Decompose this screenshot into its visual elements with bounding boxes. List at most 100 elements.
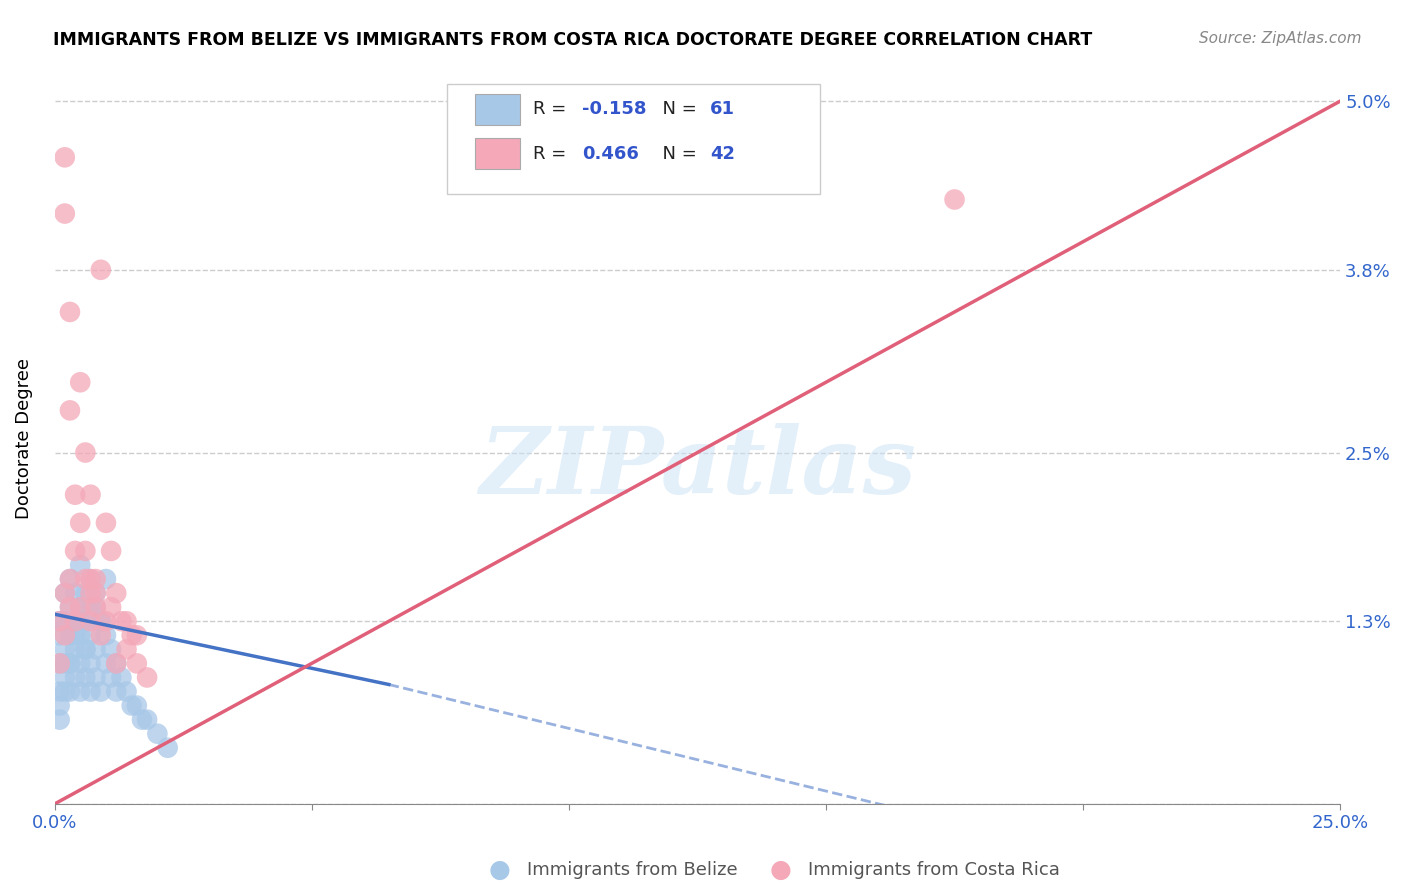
Point bbox=[59, 684, 82, 698]
Text: Immigrants from Costa Rica: Immigrants from Costa Rica bbox=[808, 861, 1060, 879]
Text: Source: ZipAtlas.com: Source: ZipAtlas.com bbox=[1198, 31, 1361, 46]
Text: R =: R = bbox=[533, 100, 572, 118]
Point bbox=[69, 628, 91, 642]
Point bbox=[69, 516, 91, 530]
Point bbox=[84, 670, 107, 684]
Point bbox=[84, 600, 107, 615]
Point bbox=[59, 572, 82, 586]
Point bbox=[69, 614, 91, 628]
Point bbox=[146, 727, 169, 741]
Point bbox=[53, 206, 76, 220]
Point bbox=[100, 670, 122, 684]
Text: Immigrants from Belize: Immigrants from Belize bbox=[527, 861, 738, 879]
Text: -0.158: -0.158 bbox=[582, 100, 647, 118]
Point bbox=[48, 698, 70, 713]
Point bbox=[90, 614, 112, 628]
Point bbox=[84, 572, 107, 586]
Point bbox=[63, 586, 86, 600]
Y-axis label: Doctorate Degree: Doctorate Degree bbox=[15, 358, 32, 519]
Point bbox=[53, 642, 76, 657]
Point bbox=[84, 600, 107, 615]
Text: ZIPatlas: ZIPatlas bbox=[479, 423, 915, 513]
Point bbox=[48, 614, 70, 628]
Point bbox=[115, 684, 138, 698]
Point bbox=[79, 628, 101, 642]
Point bbox=[94, 614, 117, 628]
Point bbox=[53, 614, 76, 628]
Point bbox=[63, 628, 86, 642]
Point bbox=[79, 488, 101, 502]
Point bbox=[53, 684, 76, 698]
FancyBboxPatch shape bbox=[447, 84, 820, 194]
Point bbox=[79, 572, 101, 586]
Point bbox=[94, 657, 117, 671]
Point bbox=[63, 488, 86, 502]
Point bbox=[53, 586, 76, 600]
Point bbox=[943, 193, 966, 207]
Point bbox=[79, 684, 101, 698]
Point bbox=[90, 262, 112, 277]
Point bbox=[125, 698, 148, 713]
Text: N =: N = bbox=[651, 145, 703, 163]
Point bbox=[63, 642, 86, 657]
Point bbox=[75, 642, 97, 657]
Point bbox=[90, 628, 112, 642]
Point bbox=[131, 713, 153, 727]
Point bbox=[79, 614, 101, 628]
Point bbox=[105, 586, 128, 600]
Point bbox=[121, 698, 143, 713]
Point bbox=[59, 403, 82, 417]
Point bbox=[53, 586, 76, 600]
Point bbox=[59, 657, 82, 671]
FancyBboxPatch shape bbox=[475, 138, 520, 169]
Point bbox=[75, 642, 97, 657]
Point bbox=[100, 642, 122, 657]
Point bbox=[48, 713, 70, 727]
Point bbox=[53, 670, 76, 684]
FancyBboxPatch shape bbox=[475, 94, 520, 125]
Point bbox=[136, 713, 159, 727]
Point bbox=[63, 614, 86, 628]
Point bbox=[79, 657, 101, 671]
Point bbox=[105, 657, 128, 671]
Point bbox=[48, 657, 70, 671]
Point bbox=[75, 670, 97, 684]
Point bbox=[59, 600, 82, 615]
Point bbox=[84, 586, 107, 600]
Text: ●: ● bbox=[769, 858, 792, 881]
Point bbox=[53, 657, 76, 671]
Point bbox=[63, 614, 86, 628]
Point bbox=[100, 600, 122, 615]
Point bbox=[69, 657, 91, 671]
Text: R =: R = bbox=[533, 145, 572, 163]
Point bbox=[94, 572, 117, 586]
Point bbox=[75, 586, 97, 600]
Point bbox=[125, 657, 148, 671]
Point bbox=[59, 305, 82, 319]
Point bbox=[48, 628, 70, 642]
Text: 0.466: 0.466 bbox=[582, 145, 638, 163]
Text: 42: 42 bbox=[710, 145, 735, 163]
Point bbox=[69, 600, 91, 615]
Point bbox=[110, 670, 132, 684]
Point bbox=[75, 544, 97, 558]
Point bbox=[105, 684, 128, 698]
Point bbox=[115, 642, 138, 657]
Point bbox=[75, 572, 97, 586]
Point bbox=[156, 740, 179, 755]
Point bbox=[79, 572, 101, 586]
Point bbox=[136, 670, 159, 684]
Point bbox=[59, 572, 82, 586]
Point bbox=[121, 628, 143, 642]
Point bbox=[75, 614, 97, 628]
Point bbox=[63, 670, 86, 684]
Point bbox=[79, 600, 101, 615]
Point bbox=[115, 614, 138, 628]
Point bbox=[53, 628, 76, 642]
Point bbox=[110, 614, 132, 628]
Text: N =: N = bbox=[651, 100, 703, 118]
Point bbox=[90, 684, 112, 698]
Point bbox=[84, 642, 107, 657]
Point bbox=[48, 614, 70, 628]
Point bbox=[63, 544, 86, 558]
